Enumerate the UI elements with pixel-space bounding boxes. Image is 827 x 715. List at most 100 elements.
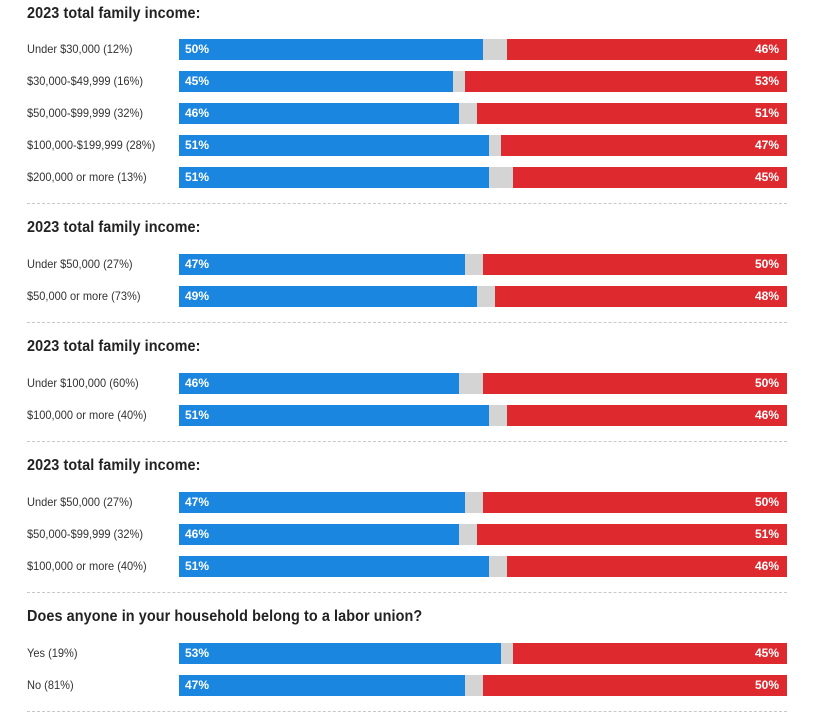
category-label: $50,000 or more (73%) (27, 289, 141, 303)
bar-row: Under $50,000 (27%) 47% 50% (0, 254, 827, 275)
stacked-bar: 53% 45% (179, 643, 787, 664)
bar-segment-blue (179, 643, 501, 664)
section-divider (27, 441, 787, 442)
category-label: $100,000 or more (40%) (27, 408, 147, 422)
data-label-blue: 47% (185, 678, 210, 692)
bar-row: $100,000 or more (40%) 51% 46% (0, 405, 827, 426)
bar-row: Under $100,000 (60%) 46% 50% (0, 373, 827, 394)
bar-row: $100,000-$199,999 (28%) 51% 47% (0, 135, 827, 156)
bar-segment-blue (179, 524, 459, 545)
bar-row: $50,000-$99,999 (32%) 46% 51% (0, 524, 827, 545)
data-label-blue: 51% (185, 138, 210, 152)
section-title: 2023 total family income: (27, 457, 201, 474)
data-label-blue: 47% (185, 257, 210, 271)
section-divider (27, 592, 787, 593)
data-label-red: 51% (754, 527, 779, 541)
category-label: $30,000-$49,999 (16%) (27, 74, 144, 88)
data-label-blue: 51% (185, 559, 210, 573)
data-label-red: 51% (754, 106, 779, 120)
data-label-blue: 46% (185, 376, 210, 390)
bar-segment-blue (179, 71, 453, 92)
data-label-red: 46% (754, 42, 779, 56)
stacked-bar: 46% 51% (179, 103, 787, 124)
section-title: 2023 total family income: (27, 219, 201, 236)
data-label-blue: 51% (185, 408, 210, 422)
bar-segment-blue (179, 286, 477, 307)
stacked-bar: 51% 46% (179, 556, 787, 577)
category-label: Under $30,000 (12%) (27, 42, 133, 56)
section-divider (27, 203, 787, 204)
bar-segment-red (465, 71, 787, 92)
stacked-bar: 51% 46% (179, 405, 787, 426)
bar-row: $30,000-$49,999 (16%) 45% 53% (0, 71, 827, 92)
bar-row: Yes (19%) 53% 45% (0, 643, 827, 664)
data-label-red: 45% (754, 646, 779, 660)
stacked-bar: 46% 51% (179, 524, 787, 545)
stacked-bar: 45% 53% (179, 71, 787, 92)
data-label-blue: 53% (185, 646, 210, 660)
data-label-red: 46% (754, 559, 779, 573)
category-label: $100,000 or more (40%) (27, 559, 147, 573)
stacked-bar: 47% 50% (179, 492, 787, 513)
bar-segment-blue (179, 675, 465, 696)
category-label: Under $50,000 (27%) (27, 495, 133, 509)
data-label-red: 50% (754, 257, 779, 271)
data-label-blue: 51% (185, 170, 210, 184)
section-title: 2023 total family income: (27, 5, 201, 22)
category-label: $100,000-$199,999 (28%) (27, 138, 156, 152)
bar-segment-blue (179, 39, 483, 60)
category-label: Under $100,000 (60%) (27, 376, 139, 390)
category-label: $50,000-$99,999 (32%) (27, 527, 144, 541)
bar-row: $200,000 or more (13%) 51% 45% (0, 167, 827, 188)
category-label: $200,000 or more (13%) (27, 170, 147, 184)
bar-segment-red (495, 286, 787, 307)
section-divider (27, 711, 787, 712)
bar-segment-red (513, 643, 787, 664)
stacked-bar: 46% 50% (179, 373, 787, 394)
data-label-red: 47% (754, 138, 779, 152)
stacked-bar: 49% 48% (179, 286, 787, 307)
stacked-bar: 47% 50% (179, 254, 787, 275)
bar-row: Under $30,000 (12%) 50% 46% (0, 39, 827, 60)
stacked-bar: 50% 46% (179, 39, 787, 60)
bar-segment-red (507, 556, 787, 577)
data-label-blue: 47% (185, 495, 210, 509)
bar-segment-red (507, 405, 787, 426)
data-label-blue: 50% (185, 42, 210, 56)
stacked-bar: 51% 45% (179, 167, 787, 188)
data-label-blue: 49% (185, 289, 210, 303)
bar-segment-blue (179, 373, 459, 394)
bar-segment-red (483, 675, 787, 696)
category-label: Under $50,000 (27%) (27, 257, 133, 271)
bar-segment-red (513, 167, 787, 188)
bar-segment-red (483, 254, 787, 275)
section-divider (27, 322, 787, 323)
bar-row: Under $50,000 (27%) 47% 50% (0, 492, 827, 513)
bar-segment-red (483, 373, 787, 394)
bar-segment-red (501, 135, 787, 156)
bar-segment-blue (179, 167, 489, 188)
data-label-blue: 45% (185, 74, 210, 88)
bar-segment-red (477, 103, 787, 124)
data-label-blue: 46% (185, 527, 210, 541)
bar-segment-blue (179, 492, 465, 513)
bar-segment-red (483, 492, 787, 513)
data-label-red: 45% (754, 170, 779, 184)
data-label-red: 50% (754, 376, 779, 390)
data-label-blue: 46% (185, 106, 210, 120)
section-title: 2023 total family income: (27, 338, 201, 355)
category-label: $50,000-$99,999 (32%) (27, 106, 144, 120)
bar-segment-blue (179, 103, 459, 124)
data-label-red: 53% (754, 74, 779, 88)
section-title: Does anyone in your household belong to … (27, 608, 423, 625)
data-label-red: 50% (754, 495, 779, 509)
data-label-red: 48% (754, 289, 779, 303)
category-label: Yes (19%) (27, 646, 78, 660)
bar-row: No (81%) 47% 50% (0, 675, 827, 696)
bar-segment-blue (179, 135, 489, 156)
bar-segment-blue (179, 556, 489, 577)
category-label: No (81%) (27, 678, 74, 692)
bar-row: $50,000-$99,999 (32%) 46% 51% (0, 103, 827, 124)
bar-segment-red (507, 39, 787, 60)
stacked-bar: 47% 50% (179, 675, 787, 696)
